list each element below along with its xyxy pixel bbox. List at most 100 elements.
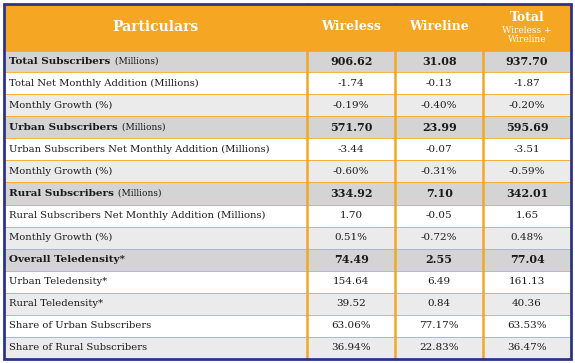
Text: -0.40%: -0.40% [421,101,458,110]
Text: -0.05: -0.05 [426,211,453,220]
Text: 7.10: 7.10 [426,188,453,199]
Text: -1.87: -1.87 [513,79,540,87]
Text: (Millions): (Millions) [119,123,166,132]
Bar [395,138,483,160]
Text: 77.04: 77.04 [509,254,545,265]
Text: 77.17%: 77.17% [419,321,459,330]
Bar [308,50,395,72]
Bar [308,315,395,337]
Bar [4,183,308,204]
Bar [308,160,395,183]
Text: 1.65: 1.65 [516,211,539,220]
Bar [483,315,571,337]
Text: Wireless +: Wireless + [503,26,552,35]
Text: 571.70: 571.70 [330,122,373,133]
Bar [4,4,571,50]
Bar [395,160,483,183]
Bar [483,116,571,138]
Bar [4,249,308,271]
Bar [4,227,308,249]
Text: 2.55: 2.55 [426,254,453,265]
Bar [308,271,395,293]
Text: -0.13: -0.13 [426,79,453,87]
Bar [483,72,571,94]
Text: 74.49: 74.49 [334,254,369,265]
Text: 595.69: 595.69 [506,122,549,133]
Text: (Millions): (Millions) [116,189,162,198]
Bar [483,204,571,227]
Text: (Millions): (Millions) [112,57,158,66]
Text: -0.07: -0.07 [426,145,453,154]
Text: -0.19%: -0.19% [333,101,370,110]
Bar [483,271,571,293]
Text: Wireless: Wireless [321,20,381,33]
Text: 0.48%: 0.48% [511,233,543,242]
Text: 63.53%: 63.53% [507,321,547,330]
Bar [308,72,395,94]
Bar [395,72,483,94]
Bar [483,337,571,359]
Text: 342.01: 342.01 [506,188,548,199]
Bar [483,249,571,271]
Text: Monthly Growth (%): Monthly Growth (%) [9,101,112,110]
Text: -3.44: -3.44 [338,145,365,154]
Text: Share of Rural Subscribers: Share of Rural Subscribers [9,343,147,352]
Text: 0.51%: 0.51% [335,233,368,242]
Text: 36.47%: 36.47% [507,343,547,352]
Text: Rural Subscribers Net Monthly Addition (Millions): Rural Subscribers Net Monthly Addition (… [9,211,266,220]
Bar [4,116,308,138]
Bar [483,138,571,160]
Bar [483,50,571,72]
Bar [395,50,483,72]
Bar [4,138,308,160]
Text: Urban Subscribers Net Monthly Addition (Millions): Urban Subscribers Net Monthly Addition (… [9,145,270,154]
Bar [308,204,395,227]
Text: 39.52: 39.52 [336,299,366,308]
Text: 334.92: 334.92 [330,188,373,199]
Bar [483,227,571,249]
Bar [4,204,308,227]
Text: -1.74: -1.74 [338,79,365,87]
Text: -0.20%: -0.20% [509,101,545,110]
Bar [4,50,308,72]
Bar [483,183,571,204]
Bar [4,72,308,94]
Bar [395,315,483,337]
Text: 0.84: 0.84 [428,299,451,308]
Bar [4,315,308,337]
Text: 36.94%: 36.94% [331,343,371,352]
Bar [4,94,308,116]
Bar [4,271,308,293]
Text: 31.08: 31.08 [422,56,457,66]
Bar [395,94,483,116]
Bar [308,337,395,359]
Text: -3.51: -3.51 [513,145,540,154]
Text: Monthly Growth (%): Monthly Growth (%) [9,233,112,242]
Text: 161.13: 161.13 [509,277,545,286]
Bar [308,116,395,138]
Bar [308,293,395,315]
Text: Particulars: Particulars [113,20,199,34]
Bar [308,249,395,271]
Bar [395,227,483,249]
Bar [395,271,483,293]
Text: 22.83%: 22.83% [419,343,459,352]
Bar [395,183,483,204]
Bar [395,204,483,227]
Text: Total: Total [509,11,545,24]
Bar [483,94,571,116]
Text: 63.06%: 63.06% [331,321,371,330]
Bar [395,249,483,271]
Text: Monthly Growth (%): Monthly Growth (%) [9,167,112,176]
Text: Urban Subscribers: Urban Subscribers [9,123,118,132]
Bar [395,116,483,138]
Text: Share of Urban Subscribers: Share of Urban Subscribers [9,321,151,330]
Text: Urban Teledensity*: Urban Teledensity* [9,277,108,286]
Bar [308,183,395,204]
Bar [483,293,571,315]
Text: -0.31%: -0.31% [421,167,458,176]
Text: 906.62: 906.62 [330,56,373,66]
Text: Overall Teledensity*: Overall Teledensity* [9,255,125,264]
Text: Wireline: Wireline [508,35,546,44]
Text: -0.59%: -0.59% [509,167,545,176]
